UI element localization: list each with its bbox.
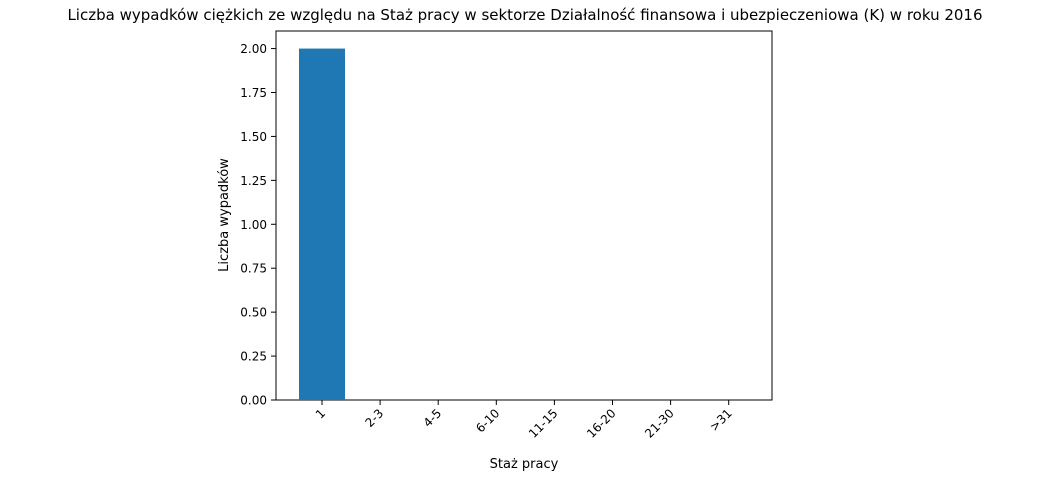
x-tick-label: 16-20: [584, 406, 619, 441]
x-tick-label: >31: [707, 406, 735, 434]
plot-area: [275, 30, 773, 401]
y-tick-label: 1.00: [240, 218, 267, 232]
chart-title: Liczba wypadków ciężkich ze względu na S…: [67, 6, 982, 24]
y-tick-label: 1.75: [240, 86, 267, 100]
y-tick-label: 0.50: [240, 306, 267, 320]
y-tick-label: 0.75: [240, 262, 267, 276]
y-tick-label: 1.50: [240, 130, 267, 144]
bar: [299, 48, 345, 400]
x-axis-label: Staż pracy: [490, 457, 559, 472]
x-tick-label: 4-5: [421, 406, 445, 430]
x-tick-label: 21-30: [642, 406, 677, 441]
y-tick-label: 2.00: [240, 42, 267, 56]
x-tick-label: 11-15: [526, 406, 561, 441]
y-tick-label: 1.25: [240, 174, 267, 188]
bars: [299, 48, 345, 400]
y-axis: 0.00 0.25 0.50 0.75 1.00 1.25 1.50 1.75 2.00: [240, 42, 276, 408]
y-axis-label: Liczba wypadków: [217, 158, 232, 272]
y-tick-label: 0.25: [240, 350, 267, 364]
y-tick-label: 0.00: [240, 394, 267, 408]
x-tick-label: 2-3: [362, 406, 386, 430]
x-tick-label: 1: [313, 406, 328, 421]
x-axis: 1 2-3 4-5 6-10 11-15 16-20 21-30 >31: [313, 400, 735, 441]
x-tick-label: 6-10: [473, 406, 502, 435]
